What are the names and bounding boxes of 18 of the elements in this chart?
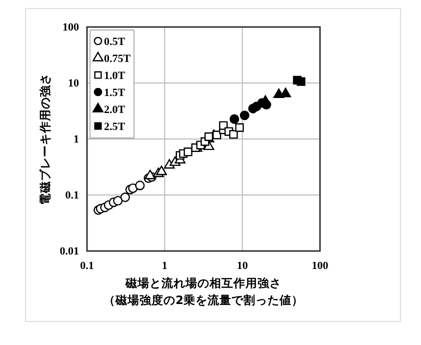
x-tick-label: 0.1 [80,260,94,272]
legend-label: 0.75T [104,53,132,65]
y-tick-label: 100 [62,22,80,34]
legend-label: 1.0T [104,70,126,82]
text: （磁場強度の2乗を流量で割った値） [103,293,304,307]
y-tick-label: 0.1 [65,190,79,202]
y-tick-label: 10 [68,78,80,90]
y-axis-title: 電磁ブレーキ作用の強さ [38,73,52,205]
y-tick-label: 1 [74,134,79,146]
x-tick-label: 100 [312,260,329,272]
legend-label: 1.5T [104,87,126,99]
y-tick-label: 0.01 [60,246,79,258]
x-tick-label: 10 [236,260,248,272]
legend-label: 0.5T [104,36,126,48]
legend-label: 2.5T [104,121,126,133]
x-axis-title: 磁場と流れ場の相互作用強さ [124,276,282,290]
legend-label: 2.0T [104,104,126,116]
x-tick-label: 1 [162,260,168,272]
